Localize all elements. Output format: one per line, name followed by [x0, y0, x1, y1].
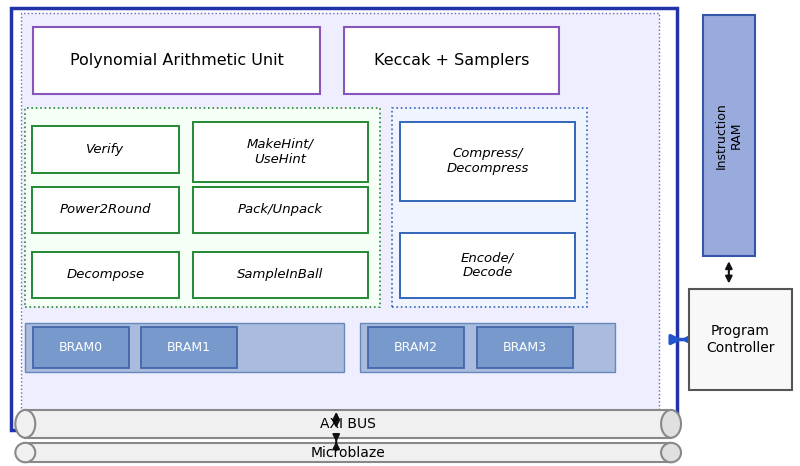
- Bar: [368, 328, 464, 368]
- Bar: [400, 233, 575, 298]
- Bar: [11, 8, 677, 430]
- Bar: [26, 443, 671, 462]
- Text: Polynomial Arithmetic Unit: Polynomial Arithmetic Unit: [70, 53, 284, 68]
- Ellipse shape: [661, 410, 681, 438]
- Bar: [344, 27, 559, 94]
- Text: Power2Round: Power2Round: [60, 203, 151, 216]
- Text: Compress/
Decompress: Compress/ Decompress: [446, 147, 529, 175]
- Bar: [478, 328, 573, 368]
- Bar: [26, 323, 344, 372]
- Bar: [193, 122, 368, 182]
- Bar: [400, 122, 575, 200]
- Text: Encode/
Decode: Encode/ Decode: [461, 252, 514, 280]
- Text: Instruction
RAM: Instruction RAM: [715, 103, 743, 169]
- Text: Keccak + Samplers: Keccak + Samplers: [374, 53, 530, 68]
- Bar: [34, 27, 320, 94]
- Text: AXI BUS: AXI BUS: [320, 417, 376, 431]
- Text: BRAM3: BRAM3: [503, 342, 547, 354]
- Text: MakeHint/
UseHint: MakeHint/ UseHint: [247, 138, 314, 166]
- Text: Verify: Verify: [86, 143, 125, 156]
- Ellipse shape: [15, 410, 35, 438]
- Text: BRAM2: BRAM2: [394, 342, 438, 354]
- Text: BRAM1: BRAM1: [166, 342, 210, 354]
- Bar: [22, 13, 659, 423]
- Text: BRAM0: BRAM0: [59, 342, 103, 354]
- Bar: [193, 252, 368, 298]
- Bar: [32, 252, 179, 298]
- Text: Microblaze: Microblaze: [311, 445, 386, 459]
- Bar: [360, 323, 615, 372]
- Ellipse shape: [661, 443, 681, 462]
- Ellipse shape: [15, 443, 35, 462]
- Bar: [32, 187, 179, 233]
- Text: SampleInBall: SampleInBall: [238, 268, 323, 281]
- Bar: [141, 328, 237, 368]
- Bar: [32, 126, 179, 173]
- Bar: [193, 187, 368, 233]
- Bar: [26, 410, 671, 438]
- Bar: [34, 328, 129, 368]
- Text: Decompose: Decompose: [66, 268, 145, 281]
- Bar: [689, 288, 792, 391]
- Text: Pack/Unpack: Pack/Unpack: [238, 203, 323, 216]
- Text: Program
Controller: Program Controller: [706, 324, 774, 355]
- Bar: [26, 108, 380, 307]
- Bar: [392, 108, 587, 307]
- Bar: [703, 15, 754, 256]
